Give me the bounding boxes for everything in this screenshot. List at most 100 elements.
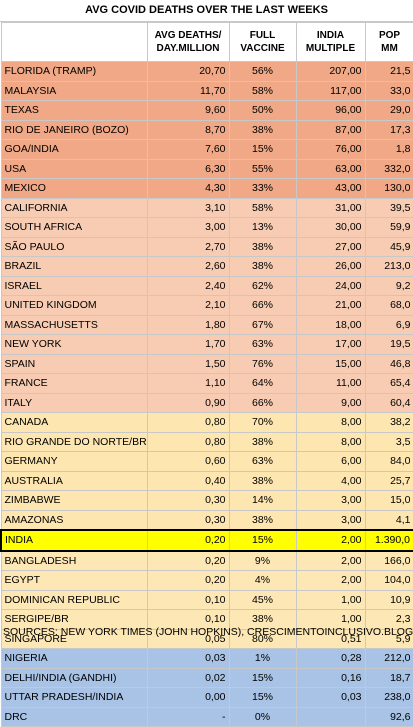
cell-deaths: 0,02 bbox=[146, 667, 230, 688]
cell-name: DOMINICAN REPUBLIC bbox=[0, 589, 148, 610]
cell-name: AUSTRALIA bbox=[0, 470, 148, 491]
table-row: NIGERIA 0,03 1% 0,28 212,0 bbox=[0, 648, 413, 669]
cell-pop: 15,0 bbox=[364, 490, 413, 511]
cell-name: AMAZONAS bbox=[0, 509, 148, 531]
table-row: DOMINICAN REPUBLIC 0,10 45% 1,00 10,9 bbox=[0, 589, 413, 610]
cell-pop: 45,9 bbox=[364, 236, 413, 257]
cell-multiple: 9,00 bbox=[295, 392, 366, 413]
cell-multiple: 76,00 bbox=[295, 139, 366, 160]
source-note: SOURCES: NEW YORK TIMES (JOHN HOPKINS), … bbox=[3, 626, 413, 638]
table-row: MASSACHUSETTS 1,80 67% 18,00 6,9 bbox=[0, 314, 413, 335]
cell-vaccine: 0% bbox=[228, 706, 297, 727]
cell-deaths: 1,50 bbox=[146, 353, 230, 374]
cell-multiple: 26,00 bbox=[295, 256, 366, 277]
cell-pop: 25,7 bbox=[364, 470, 413, 491]
cell-deaths: 0,30 bbox=[146, 509, 230, 531]
cell-deaths: 0,40 bbox=[146, 470, 230, 491]
cell-pop: 213,0 bbox=[364, 256, 413, 277]
table-row: USA 6,30 55% 63,00 332,0 bbox=[0, 158, 413, 179]
table-row: BANGLADESH 0,20 9% 2,00 166,0 bbox=[0, 550, 413, 571]
cell-multiple: 2,00 bbox=[295, 570, 366, 591]
cell-name: USA bbox=[0, 158, 148, 179]
cell-vaccine: 4% bbox=[228, 570, 297, 591]
cell-pop: 39,5 bbox=[364, 197, 413, 218]
cell-name: ZIMBABWE bbox=[0, 490, 148, 511]
header-deaths: AVG DEATHS/DAY.MILLION bbox=[146, 22, 230, 62]
cell-vaccine: 38% bbox=[228, 470, 297, 491]
table-row: CALIFORNIA 3,10 58% 31,00 39,5 bbox=[0, 197, 413, 218]
table-row: MALAYSIA 11,70 58% 117,00 33,0 bbox=[0, 80, 413, 101]
cell-pop: 130,0 bbox=[364, 178, 413, 199]
header-multiple-line2: MULTIPLE bbox=[305, 43, 356, 54]
cell-name: NEW YORK bbox=[0, 334, 148, 355]
cell-name: UNITED KINGDOM bbox=[0, 295, 148, 316]
table-row: GOA/INDIA 7,60 15% 76,00 1,8 bbox=[0, 139, 413, 160]
cell-multiple: 8,00 bbox=[295, 431, 366, 452]
cell-multiple: 8,00 bbox=[295, 412, 366, 433]
cell-multiple: 31,00 bbox=[295, 197, 366, 218]
cell-vaccine: 14% bbox=[228, 490, 297, 511]
cell-deaths: 0,00 bbox=[146, 687, 230, 708]
table-row: GERMANY 0,60 63% 6,00 84,0 bbox=[0, 451, 413, 472]
cell-deaths: 0,20 bbox=[146, 550, 230, 571]
cell-vaccine: 1% bbox=[228, 648, 297, 669]
cell-pop: 10,9 bbox=[364, 589, 413, 610]
table-row: SERGIPE/BR 0,10 38% 1,00 2,3 bbox=[0, 609, 413, 630]
table-row: SÃO PAULO 2,70 38% 27,00 45,9 bbox=[0, 236, 413, 257]
cell-deaths: 1,80 bbox=[146, 314, 230, 335]
header-pop: POP MM bbox=[364, 22, 413, 62]
cell-name: DELHI/INDIA (GANDHI) bbox=[0, 667, 148, 688]
cell-name: CALIFORNIA bbox=[0, 197, 148, 218]
cell-multiple: 21,00 bbox=[295, 295, 366, 316]
cell-vaccine: 15% bbox=[228, 139, 297, 160]
cell-pop: 332,0 bbox=[364, 158, 413, 179]
cell-name: SOUTH AFRICA bbox=[0, 217, 148, 238]
cell-vaccine: 45% bbox=[228, 589, 297, 610]
cell-vaccine: 15% bbox=[228, 529, 297, 552]
header-multiple: INDIA MULTIPLE bbox=[295, 22, 366, 62]
cell-deaths: 11,70 bbox=[146, 80, 230, 101]
cell-pop: 212,0 bbox=[364, 648, 413, 669]
cell-vaccine: 9% bbox=[228, 550, 297, 571]
cell-name: BANGLADESH bbox=[0, 550, 148, 571]
cell-name: CANADA bbox=[0, 412, 148, 433]
cell-deaths: 0,03 bbox=[146, 648, 230, 669]
cell-vaccine: 38% bbox=[228, 609, 297, 630]
cell-vaccine: 62% bbox=[228, 275, 297, 296]
cell-pop: 17,3 bbox=[364, 119, 413, 140]
table-row: SPAIN 1,50 76% 15,00 46,8 bbox=[0, 353, 413, 374]
table-row: MEXICO 4,30 33% 43,00 130,0 bbox=[0, 178, 413, 199]
cell-name: MEXICO bbox=[0, 178, 148, 199]
cell-name: RIO GRANDE DO NORTE/BR bbox=[0, 431, 148, 452]
cell-name: GERMANY bbox=[0, 451, 148, 472]
cell-vaccine: 38% bbox=[228, 256, 297, 277]
cell-pop: 6,9 bbox=[364, 314, 413, 335]
cell-vaccine: 38% bbox=[228, 236, 297, 257]
cell-deaths: 9,60 bbox=[146, 100, 230, 121]
table-row: ISRAEL 2,40 62% 24,00 9,2 bbox=[0, 275, 413, 296]
cell-deaths: 4,30 bbox=[146, 178, 230, 199]
table-row: RIO DE JANEIRO (BOZO) 8,70 38% 87,00 17,3 bbox=[0, 119, 413, 140]
cell-pop: 65,4 bbox=[364, 373, 413, 394]
cell-deaths: 2,40 bbox=[146, 275, 230, 296]
cell-multiple bbox=[295, 706, 366, 727]
cell-vaccine: 63% bbox=[228, 334, 297, 355]
cell-multiple: 27,00 bbox=[295, 236, 366, 257]
table-row: UTTAR PRADESH/INDIA 0,00 15% 0,03 238,0 bbox=[0, 687, 413, 708]
cell-name: INDIA bbox=[0, 529, 148, 552]
cell-name: SERGIPE/BR bbox=[0, 609, 148, 630]
table-row: CANADA 0,80 70% 8,00 38,2 bbox=[0, 412, 413, 433]
cell-multiple: 0,16 bbox=[295, 667, 366, 688]
deaths-table: AVG DEATHS/DAY.MILLION FULL VACCINE INDIA… bbox=[0, 22, 413, 727]
cell-vaccine: 15% bbox=[228, 687, 297, 708]
header-name bbox=[0, 22, 148, 62]
cell-deaths: 0,20 bbox=[146, 529, 230, 552]
cell-pop: 68,0 bbox=[364, 295, 413, 316]
header-row: AVG DEATHS/DAY.MILLION FULL VACCINE INDIA… bbox=[0, 22, 413, 62]
header-vaccine-line2: VACCINE bbox=[240, 43, 285, 54]
cell-name: RIO DE JANEIRO (BOZO) bbox=[0, 119, 148, 140]
cell-pop: 38,2 bbox=[364, 412, 413, 433]
header-vaccine: FULL VACCINE bbox=[228, 22, 297, 62]
cell-pop: 104,0 bbox=[364, 570, 413, 591]
